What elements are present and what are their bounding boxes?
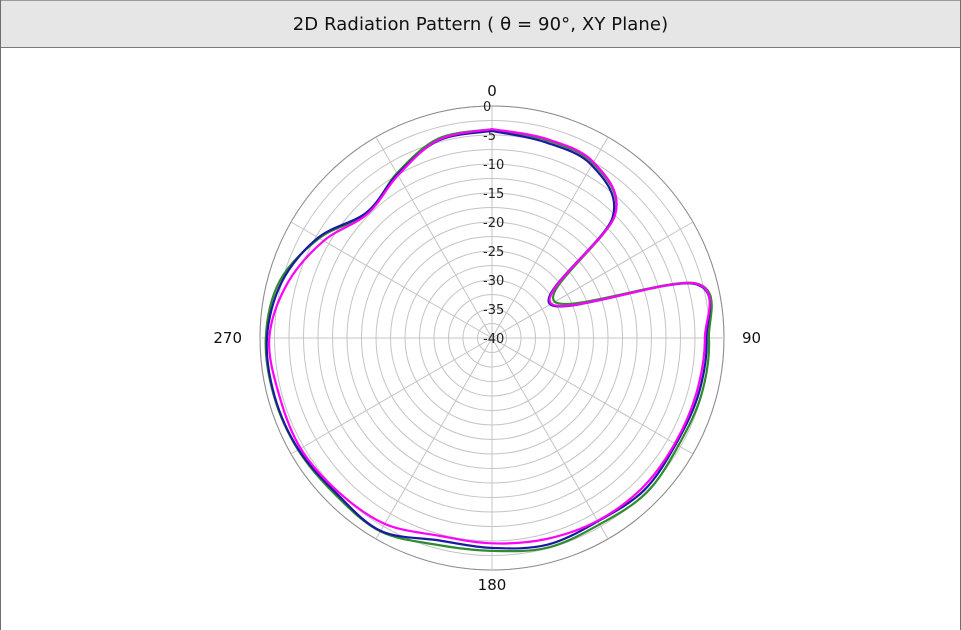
series-layer <box>264 128 713 553</box>
radial-tick-label: -10 <box>483 158 504 173</box>
radial-tick-label: -15 <box>483 187 504 202</box>
angle-tick-label: 0 <box>487 82 497 100</box>
polar-grid <box>259 105 725 571</box>
radial-tick-labels: 0 -5 -10 -15 -20 -25 -30 -35 -40 <box>483 100 504 347</box>
radial-tick-label: -40 <box>483 332 504 347</box>
radial-tick-label: 0 <box>483 100 491 115</box>
grid-spoke <box>290 337 493 455</box>
radial-tick-label: -20 <box>483 216 504 231</box>
radial-tick-label: -35 <box>483 303 504 318</box>
angle-tick-label: 270 <box>213 329 242 347</box>
grid-spoke <box>491 337 609 540</box>
grid-spoke <box>491 136 609 339</box>
grid-spoke <box>375 337 493 540</box>
angle-tick-labels: 0 90 180 270 <box>213 82 761 594</box>
grid-spoke <box>491 337 694 455</box>
chart-title-bar: 2D Radiation Pattern ( θ = 90°, XY Plane… <box>1 0 960 48</box>
chart-title: 2D Radiation Pattern ( θ = 90°, XY Plane… <box>292 13 669 35</box>
radial-tick-label: -25 <box>483 245 504 260</box>
grid-spoke <box>491 221 694 339</box>
series-line-3 <box>267 128 711 545</box>
grid-spoke <box>375 136 493 339</box>
angle-tick-label: 180 <box>478 576 507 594</box>
radial-tick-label: -30 <box>483 274 504 289</box>
angle-tick-label: 90 <box>742 329 761 347</box>
radial-tick-label: -5 <box>483 129 496 144</box>
